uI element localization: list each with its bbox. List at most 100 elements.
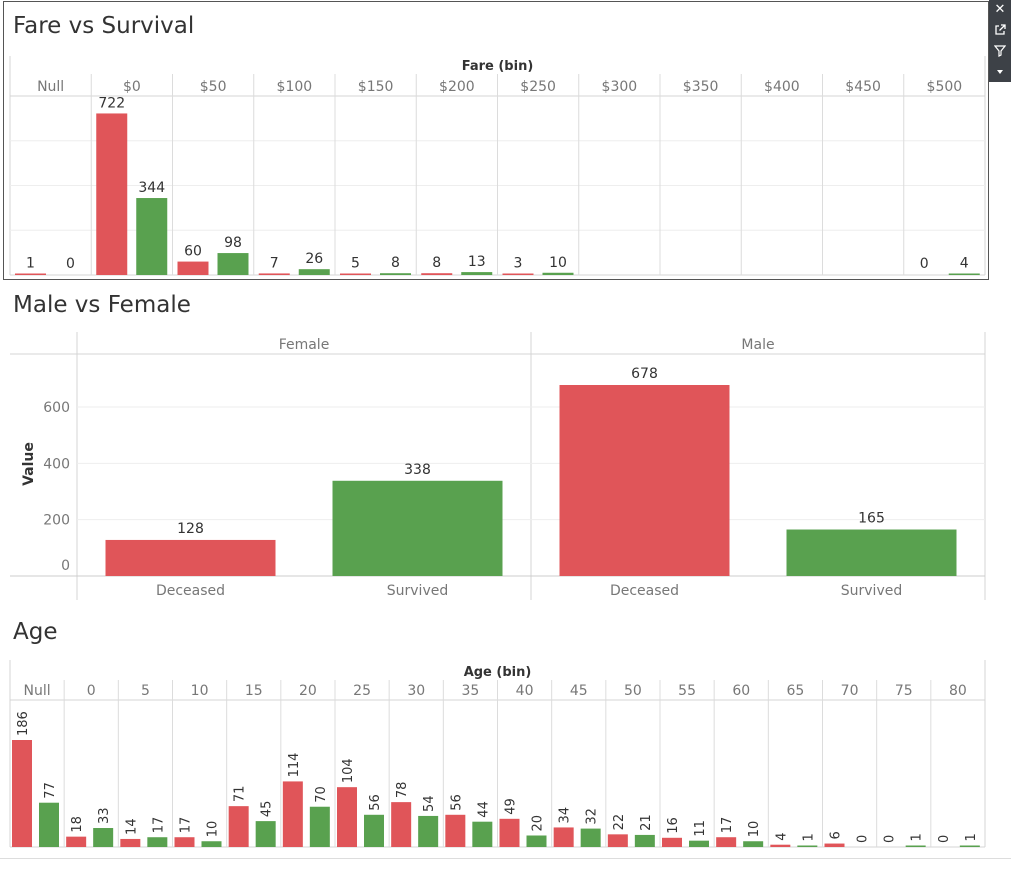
age-bar-label: 6 xyxy=(829,831,844,839)
fare-bar xyxy=(177,261,209,275)
age-bar xyxy=(255,821,276,847)
fare-bar xyxy=(96,113,128,275)
fare-column-label: $150 xyxy=(358,79,394,95)
age-column-label: 75 xyxy=(895,683,913,699)
age-column-label: 5 xyxy=(141,683,150,699)
age-bar-label: 1 xyxy=(910,833,925,841)
sex-bar xyxy=(559,385,730,576)
age-bar xyxy=(689,840,709,847)
fare-bar xyxy=(136,198,168,275)
fare-column-label: $300 xyxy=(602,79,638,95)
age-bar xyxy=(12,740,32,847)
age-column-label: 30 xyxy=(407,683,425,699)
fare-bar xyxy=(380,273,411,275)
fare-bar-label: 26 xyxy=(305,251,323,267)
fare-column-label: $50 xyxy=(200,79,227,95)
age-column-label: 40 xyxy=(516,683,534,699)
age-bar xyxy=(445,814,466,847)
filter-icon[interactable] xyxy=(989,41,1011,61)
sex-bar-label: 128 xyxy=(177,521,204,537)
sex-panel-header: Female xyxy=(279,337,330,353)
dropdown-arrow-icon[interactable] xyxy=(989,62,1011,82)
sex-y-axis-title: Value xyxy=(21,442,37,486)
age-bar xyxy=(391,802,412,847)
sex-category-label: Deceased xyxy=(610,583,679,599)
sex-chart-title: Male vs Female xyxy=(13,292,191,318)
age-bar xyxy=(526,835,547,847)
fare-bar-label: 8 xyxy=(391,255,400,271)
age-bar-label: 114 xyxy=(287,753,302,778)
age-bar xyxy=(770,844,791,847)
fare-bar xyxy=(258,273,290,275)
age-bar-label: 77 xyxy=(43,782,58,799)
fare-bar xyxy=(461,272,493,275)
age-bar xyxy=(499,818,520,847)
fare-bar-label: 722 xyxy=(98,95,125,111)
age-column-label: 80 xyxy=(949,683,967,699)
sex-y-tick-label: 0 xyxy=(61,558,70,574)
popout-icon[interactable] xyxy=(989,20,1011,40)
age-column-label: 25 xyxy=(353,683,371,699)
fare-bar xyxy=(298,269,330,275)
age-bar xyxy=(743,841,764,847)
fare-column-label: $350 xyxy=(683,79,719,95)
fare-bar xyxy=(340,273,371,275)
fare-bar-label: 98 xyxy=(224,235,242,251)
close-icon[interactable]: ✕ xyxy=(994,2,1006,17)
fare-bar-label: 5 xyxy=(351,256,360,272)
age-bar-label: 14 xyxy=(124,818,139,835)
age-bar xyxy=(120,838,141,847)
sex-bar xyxy=(105,539,276,576)
sex-y-tick-label: 400 xyxy=(43,456,70,472)
age-bar-label: 1 xyxy=(801,833,816,841)
age-bar-label: 18 xyxy=(70,816,85,833)
age-bar xyxy=(174,837,195,847)
sex-bar-label: 165 xyxy=(858,511,885,527)
age-bar-label: 1 xyxy=(964,833,979,841)
fare-chart-title: Fare vs Survival xyxy=(13,13,195,39)
age-column-label: 35 xyxy=(462,683,480,699)
age-bar-label: 186 xyxy=(16,711,31,736)
sex-category-label: Survived xyxy=(387,583,448,599)
fare-bar-label: 344 xyxy=(138,180,165,196)
age-chart-title: Age xyxy=(13,619,58,645)
fare-bar xyxy=(502,273,534,275)
sex-y-tick-label: 600 xyxy=(43,400,70,416)
fare-bar xyxy=(542,272,574,275)
age-bar xyxy=(147,837,168,847)
age-bar-label: 17 xyxy=(151,817,166,834)
fare-column-label: $200 xyxy=(439,79,475,95)
fare-column-label: $0 xyxy=(123,79,141,95)
age-bar-label: 104 xyxy=(341,758,356,783)
age-bar xyxy=(607,834,628,847)
age-bar-label: 16 xyxy=(666,817,681,834)
fare-column-axis-title: Fare (bin) xyxy=(462,59,534,74)
age-bar xyxy=(824,843,845,847)
sex-bar-label: 678 xyxy=(631,366,658,382)
age-bar-label: 56 xyxy=(368,794,383,811)
age-bar xyxy=(282,781,303,847)
age-bar-label: 11 xyxy=(693,820,708,837)
age-bar-label: 10 xyxy=(206,821,221,838)
age-bar xyxy=(39,802,59,847)
age-bar xyxy=(716,837,737,847)
age-bar xyxy=(337,787,357,847)
age-bar-label: 17 xyxy=(179,817,194,834)
age-bar-label: 54 xyxy=(422,795,437,812)
age-column-label: 10 xyxy=(191,683,209,699)
age-bar-label: 32 xyxy=(585,808,600,825)
fare-column-label: $500 xyxy=(927,79,963,95)
age-column-label: Null xyxy=(24,683,51,699)
sex-category-label: Deceased xyxy=(156,583,225,599)
age-bar-label: 70 xyxy=(314,786,329,803)
sex-bar xyxy=(332,480,503,576)
age-column-label: 45 xyxy=(570,683,588,699)
fare-bar xyxy=(948,273,980,275)
age-bar-label: 0 xyxy=(937,835,952,843)
age-column-label: 50 xyxy=(624,683,642,699)
dashboard-bottom-border xyxy=(0,858,1011,859)
age-bar-label: 21 xyxy=(639,814,654,831)
